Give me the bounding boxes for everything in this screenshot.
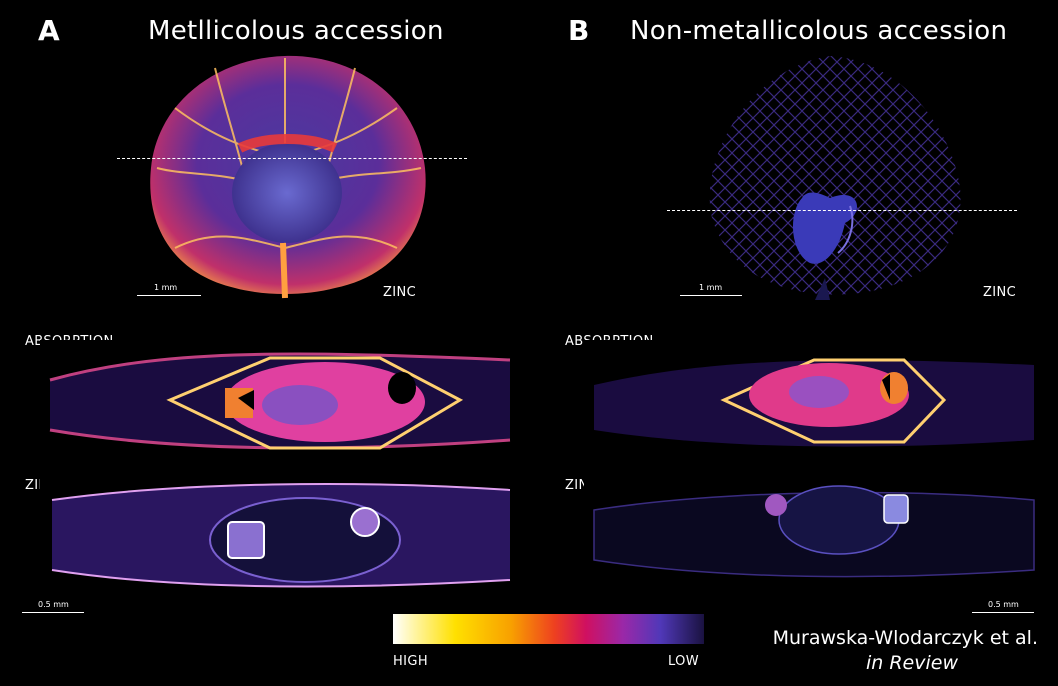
scale-bar-label-b-top: 1 mm — [699, 283, 723, 292]
scale-bar-line-b-bottom — [972, 612, 1034, 613]
colorbar-low-label: LOW — [668, 654, 700, 669]
scale-bar-label-a-bottom: 0.5 mm — [38, 600, 69, 609]
panel-title-a: Metllicolous accession — [148, 16, 444, 46]
section-line-a — [117, 158, 467, 159]
section-line-b — [667, 210, 1017, 211]
cross-section-absorption-a — [40, 340, 518, 460]
panel-letter-b: B — [568, 14, 590, 47]
zinc-label-b-top: ZINC — [983, 285, 1017, 300]
intensity-colorbar — [393, 614, 704, 644]
author-credit: Murawska-Wlodarczyk et al. — [772, 627, 1038, 649]
panel-letter-a: A — [38, 14, 60, 47]
scale-bar-line-a-top — [137, 295, 201, 296]
scale-bar-label-b-bottom: 0.5 mm — [988, 600, 1019, 609]
cross-section-zinc-b — [584, 470, 1040, 588]
seed-zinc-map-metallicolous — [135, 48, 435, 300]
colorbar-high-label: HIGH — [393, 654, 429, 669]
panel-title-b: Non-metallicolous accession — [630, 16, 1008, 46]
review-status: in Review — [865, 652, 958, 674]
zinc-label-a-top: ZINC — [383, 285, 417, 300]
scale-bar-label-a-top: 1 mm — [154, 283, 178, 292]
seed-zinc-map-non-metallicolous — [690, 48, 980, 300]
cross-section-zinc-a — [40, 470, 518, 596]
scale-bar-line-a-bottom — [22, 612, 84, 613]
cross-section-absorption-b — [584, 340, 1040, 460]
scale-bar-line-b-top — [680, 295, 742, 296]
